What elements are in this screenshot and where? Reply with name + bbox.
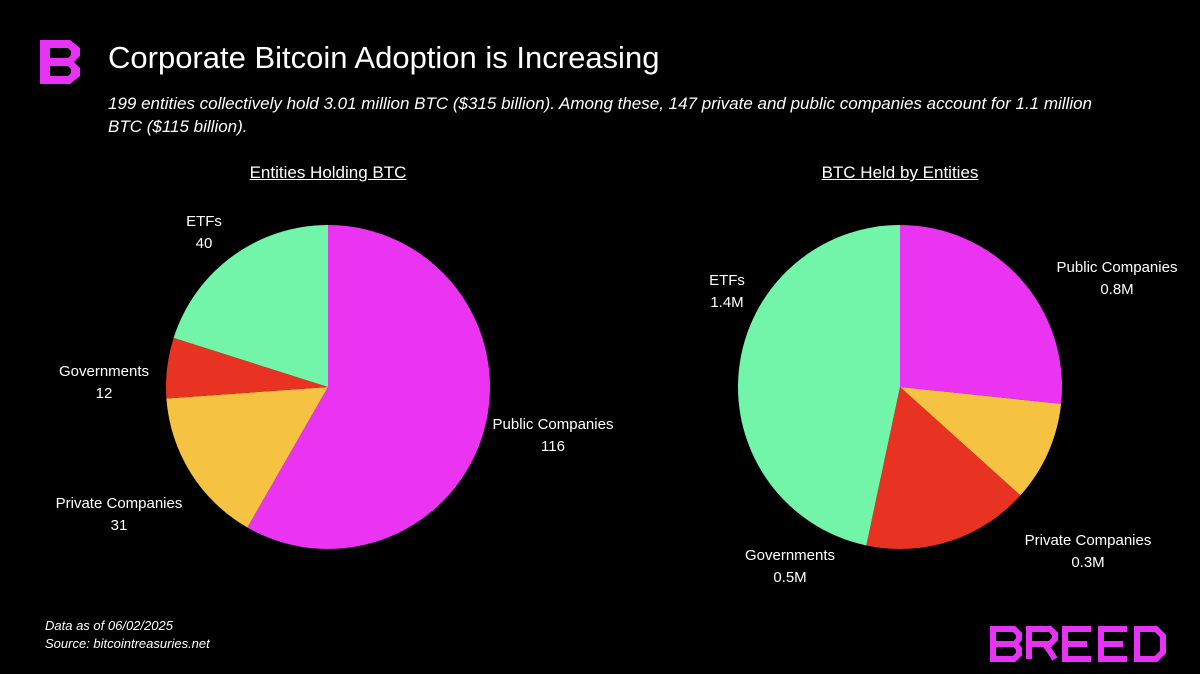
label-value: 31 xyxy=(110,517,128,534)
label-name: Governments xyxy=(744,547,836,564)
pie-slice-public-companies xyxy=(247,225,490,549)
pie-slice-private-companies xyxy=(900,387,1062,496)
label-name: Public Companies xyxy=(492,416,614,433)
label-value: 1.4M xyxy=(710,294,744,311)
pie-label-private-entities: Private Companies 31 xyxy=(56,493,183,537)
pie-slice-private-companies xyxy=(166,387,328,528)
page-title: Corporate Bitcoin Adoption is Increasing xyxy=(108,40,660,75)
label-name: Governments xyxy=(58,363,150,380)
pie-slice-governments xyxy=(866,387,1021,549)
chart-title-entities: Entities Holding BTC xyxy=(249,163,407,182)
label-value: 12 xyxy=(95,385,113,402)
pie-slice-etfs xyxy=(173,225,328,387)
pie-label-governments-btc: Governments 0.5M xyxy=(745,545,835,589)
pie-label-public-entities: Public Companies 116 xyxy=(493,414,614,458)
pie-label-public-btc: Public Companies 0.8M xyxy=(1057,257,1178,301)
label-name: ETFs xyxy=(709,272,745,289)
pie-label-etfs-btc: ETFs 1.4M xyxy=(709,270,745,314)
breed-logo-icon xyxy=(40,40,80,84)
chart-title-btc-held: BTC Held by Entities xyxy=(821,163,979,182)
label-value: 0.8M xyxy=(1100,281,1134,298)
pie-slice-governments xyxy=(166,337,328,399)
label-value: 0.3M xyxy=(1071,554,1105,571)
pie-label-private-btc: Private Companies 0.3M xyxy=(1025,530,1152,574)
label-name: Private Companies xyxy=(1024,532,1152,549)
label-value: 40 xyxy=(195,235,213,252)
label-value: 116 xyxy=(541,438,565,455)
label-name: Public Companies xyxy=(1056,259,1178,276)
footer-note: Data as of 06/02/2025 Source: bitcointre… xyxy=(45,617,210,653)
label-name: Private Companies xyxy=(55,495,183,512)
label-name: ETFs xyxy=(186,213,222,230)
pie-slice-etfs xyxy=(738,225,900,546)
data-date-note: Data as of 06/02/2025 xyxy=(45,618,173,633)
breed-wordmark-logo xyxy=(990,626,1166,662)
page-subtitle: 199 entities collectively hold 3.01 mill… xyxy=(108,94,1093,136)
source-note: Source: bitcointreasuries.net xyxy=(45,636,210,651)
pie-label-etfs-entities: ETFs 40 xyxy=(186,211,222,255)
label-value: 0.5M xyxy=(773,569,807,586)
pie-label-governments-entities: Governments 12 xyxy=(59,361,149,405)
pie-slice-public-companies xyxy=(900,225,1062,404)
